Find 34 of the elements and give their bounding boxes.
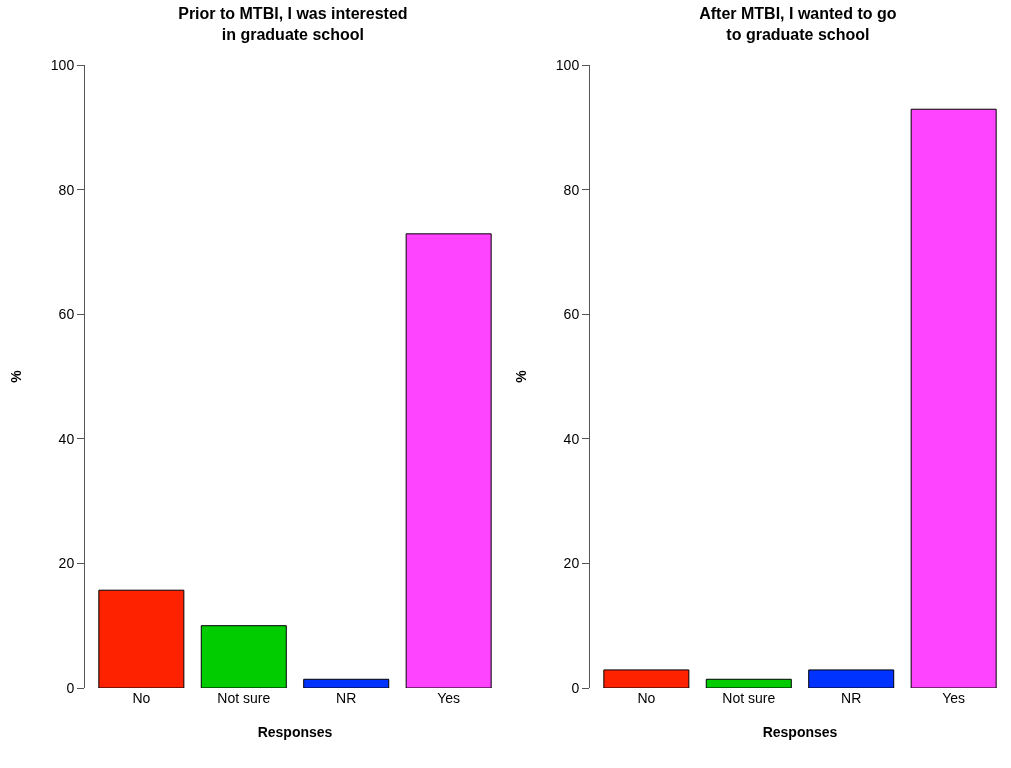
bar bbox=[200, 625, 287, 688]
x-axis-title: Responses bbox=[762, 724, 838, 741]
bar bbox=[603, 669, 690, 688]
x-axis-title: Responses bbox=[257, 724, 333, 741]
bar bbox=[910, 108, 997, 688]
x-tick-label: Yes bbox=[437, 690, 461, 706]
bar bbox=[98, 589, 185, 688]
y-axis-title: % bbox=[8, 369, 25, 383]
bar bbox=[303, 678, 390, 688]
x-tick-label: No bbox=[132, 690, 151, 706]
y-tick-label: 0 bbox=[571, 679, 580, 696]
bar bbox=[405, 233, 492, 688]
y-tick-label: 20 bbox=[58, 555, 75, 572]
x-tick-label: NR bbox=[336, 690, 357, 706]
y-tick-label: 80 bbox=[58, 181, 75, 198]
y-tick-label: 60 bbox=[58, 306, 75, 323]
y-tick-label: 80 bbox=[563, 181, 580, 198]
bar bbox=[808, 669, 895, 688]
chart-title: Prior to MTBI, I was interested in graduate school bbox=[178, 5, 408, 43]
x-tick-label: Not sure bbox=[217, 690, 271, 706]
y-tick-label: 40 bbox=[58, 430, 75, 447]
x-tick-label: Yes bbox=[942, 690, 966, 706]
x-tick-label: NR bbox=[841, 690, 862, 706]
x-tick-label: Not sure bbox=[722, 690, 776, 706]
y-tick-label: 20 bbox=[563, 555, 580, 572]
y-tick-label: 60 bbox=[563, 306, 580, 323]
bar bbox=[705, 678, 792, 688]
y-axis-title: % bbox=[513, 369, 530, 383]
y-tick-label: 0 bbox=[66, 679, 75, 696]
y-tick-label: 100 bbox=[50, 56, 75, 73]
x-tick-label: No bbox=[637, 690, 656, 706]
y-tick-label: 40 bbox=[563, 430, 580, 447]
y-tick-label: 100 bbox=[555, 56, 580, 73]
chart-title: After MTBI, I wanted to go to graduate school bbox=[699, 5, 897, 43]
